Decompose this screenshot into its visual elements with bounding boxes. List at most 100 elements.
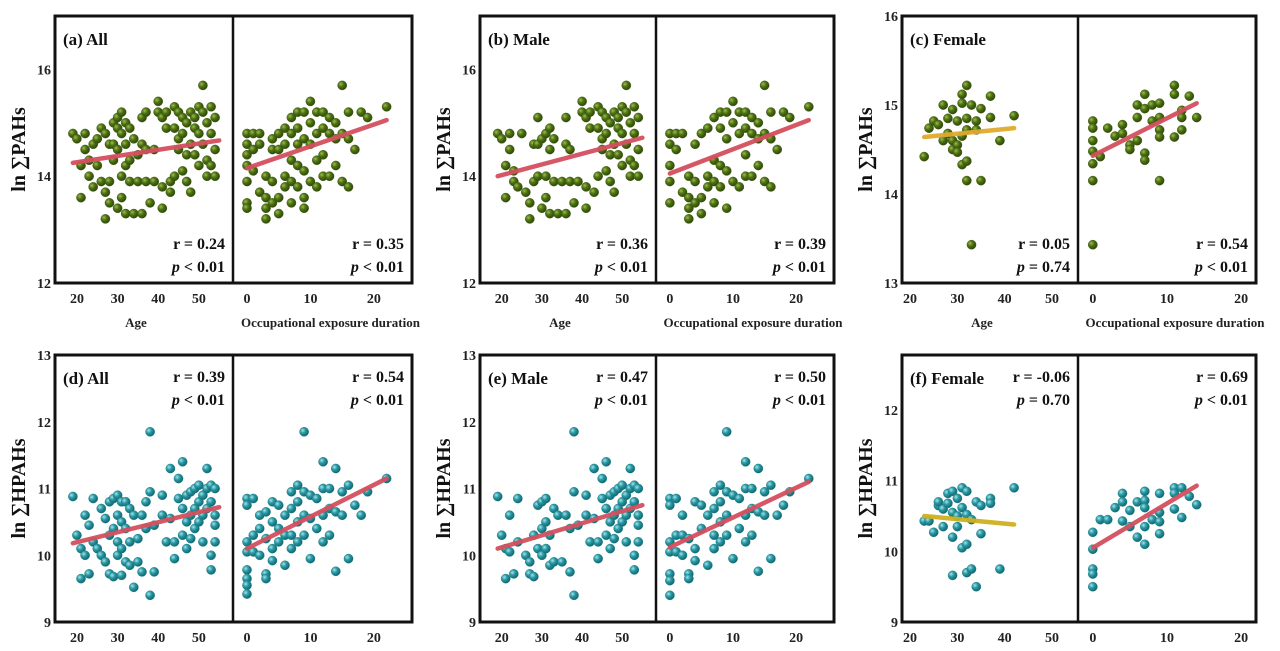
data-point <box>976 175 986 186</box>
data-point <box>299 166 309 176</box>
data-point <box>112 144 123 155</box>
x-tick-label: 50 <box>1045 631 1059 646</box>
data-point <box>581 203 591 213</box>
data-point <box>254 187 265 197</box>
data-point <box>740 107 751 117</box>
r-value: r = 0.39 <box>774 236 826 253</box>
data-point <box>1154 175 1165 186</box>
data-point <box>292 496 303 507</box>
data-point <box>210 483 220 494</box>
data-point <box>957 98 967 108</box>
data-point <box>137 567 147 577</box>
data-point <box>1140 486 1150 497</box>
data-point <box>299 107 309 117</box>
x-tick-label: 40 <box>575 292 589 307</box>
y-tick-label: 9 <box>469 616 476 631</box>
y-tick-label: 16 <box>37 63 51 78</box>
data-point <box>100 128 111 139</box>
data-point <box>985 498 996 509</box>
data-point <box>976 528 986 539</box>
data-point <box>125 123 135 133</box>
p-symbol: p <box>349 259 359 276</box>
data-point <box>525 214 535 224</box>
data-point <box>677 187 688 197</box>
data-point <box>561 112 571 123</box>
x-tick-label: 40 <box>575 631 589 646</box>
data-point <box>947 104 958 115</box>
data-point <box>299 192 309 203</box>
regression-line <box>495 502 645 551</box>
data-point <box>280 560 290 571</box>
data-point <box>92 133 103 144</box>
data-point <box>161 107 172 117</box>
data-point <box>684 214 694 224</box>
data-point <box>161 123 172 133</box>
x-tick-label: 30 <box>950 631 964 646</box>
data-point <box>677 510 688 521</box>
panel-title: (a) All <box>63 30 108 49</box>
data-point <box>350 500 360 511</box>
data-point <box>715 480 726 491</box>
data-point <box>267 176 278 187</box>
data-point <box>261 203 271 213</box>
p-comparison: < 0.01 <box>180 259 225 276</box>
data-point <box>557 557 567 567</box>
data-point <box>125 537 135 547</box>
data-point <box>311 182 322 192</box>
y-tick-label: 11 <box>38 483 51 498</box>
data-point <box>504 510 515 521</box>
data-point <box>76 192 86 203</box>
data-point <box>242 580 252 591</box>
data-point <box>605 118 616 128</box>
p-comparison: = 0.70 <box>1025 392 1070 409</box>
data-point <box>305 118 316 128</box>
data-point <box>621 107 632 117</box>
data-point <box>785 112 795 123</box>
data-point <box>1009 110 1019 121</box>
data-point <box>100 214 111 224</box>
data-point <box>157 203 168 213</box>
panel-d: 9 10 11 12 13 ln ∑HPAHs 20 30 40 50 r = 0.39 p < 0.… <box>8 349 414 646</box>
data-point <box>206 565 216 575</box>
data-point <box>976 500 986 511</box>
data-point <box>198 107 208 117</box>
data-point <box>601 503 612 514</box>
data-point <box>116 128 127 139</box>
r-value: r = 0.69 <box>1196 369 1248 386</box>
data-point <box>254 523 265 534</box>
data-point <box>709 486 719 497</box>
data-point <box>210 520 220 531</box>
data-point <box>633 112 644 123</box>
data-point <box>677 550 688 561</box>
data-point <box>504 547 515 557</box>
data-point <box>684 171 694 181</box>
p-value: p < 0.01 <box>593 259 648 276</box>
data-point <box>565 144 575 155</box>
regression-line <box>1090 100 1199 158</box>
data-point <box>1169 80 1180 91</box>
data-point <box>292 160 303 171</box>
data-point <box>1117 488 1128 499</box>
data-point <box>1132 135 1143 146</box>
data-point <box>709 503 719 514</box>
data-point <box>137 208 147 219</box>
data-point <box>947 570 958 581</box>
data-point <box>273 144 284 155</box>
data-point <box>753 160 764 171</box>
p-symbol: p <box>1193 259 1203 276</box>
x-axis-label: Age <box>125 315 147 330</box>
data-point <box>133 533 143 544</box>
data-point <box>273 500 284 511</box>
y-tick-label: 10 <box>37 549 51 564</box>
data-point <box>292 537 303 547</box>
subplot-b-age: 20 30 40 50 Age r = 0.36 p < 0.01 <box>492 80 648 330</box>
data-point <box>804 102 814 112</box>
p-comparison: < 0.01 <box>603 392 648 409</box>
y-tick-label: 9 <box>44 616 51 631</box>
data-point <box>995 135 1005 146</box>
x-tick-label: 50 <box>615 631 629 646</box>
data-point <box>125 176 135 187</box>
data-point <box>633 144 644 155</box>
data-point <box>728 553 738 564</box>
data-point <box>601 456 612 467</box>
